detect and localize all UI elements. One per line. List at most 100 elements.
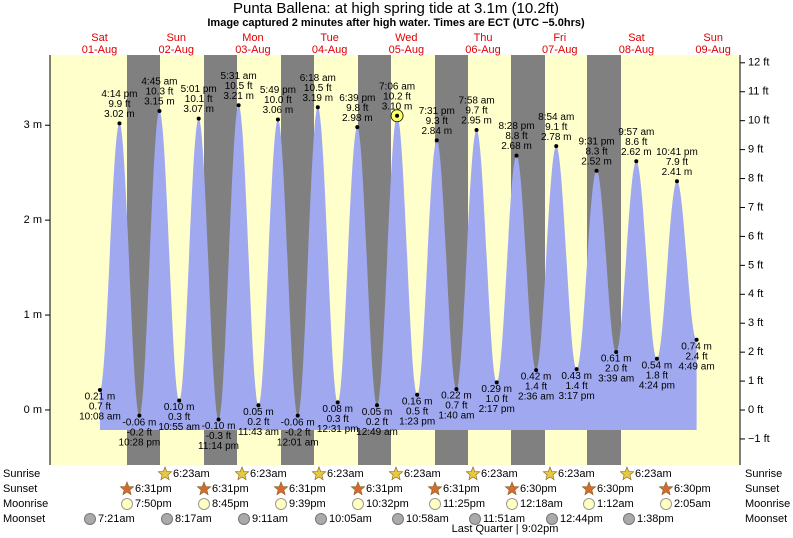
- tide-point: [295, 413, 300, 418]
- time-label: 9:31 pm: [578, 136, 614, 147]
- ft-label: -0.2 ft: [285, 427, 311, 438]
- row-time: 9:11am: [252, 513, 288, 525]
- date-label: 06-Aug: [465, 44, 500, 56]
- ft-label: 10.0 ft: [264, 95, 292, 106]
- sunset-icon: [581, 481, 597, 496]
- time-label: 5:31 am: [221, 71, 257, 82]
- time-label: 4:24 pm: [639, 380, 675, 391]
- y2-tick-label: 0 ft: [748, 404, 763, 416]
- row-time: 6:23am: [558, 468, 595, 480]
- moonset-icon: [623, 513, 635, 525]
- day-label: Tue: [320, 32, 339, 44]
- sunset-icon: [196, 481, 212, 496]
- ft-label: 1.8 ft: [646, 370, 668, 381]
- row-time: 8:45pm: [212, 498, 249, 510]
- time-label: 9:57 am: [618, 127, 654, 138]
- ft-label: 2.0 ft: [605, 364, 627, 375]
- row-label: Moonrise: [3, 498, 48, 510]
- value-label: 0.05 m: [243, 407, 274, 418]
- tide-point: [137, 413, 142, 418]
- day-label: Wed: [395, 32, 417, 44]
- row-time: 6:31pm: [212, 483, 249, 495]
- row-time: 6:31pm: [366, 483, 403, 495]
- value-label: 0.42 m: [521, 372, 552, 383]
- tide-point: [454, 387, 459, 392]
- row-label: Sunset: [3, 483, 37, 495]
- moonrise-icon: [275, 498, 287, 510]
- time-label: 11:14 pm: [198, 441, 239, 452]
- value-label: -0.10 m: [202, 421, 236, 432]
- tide-point: [275, 117, 280, 122]
- y2-tick-label: 7 ft: [748, 201, 763, 213]
- chart-title: Punta Ballena: at high spring tide at 3.…: [233, 0, 559, 17]
- value-label: 2.62 m: [621, 147, 652, 158]
- time-label: 10:41 pm: [656, 147, 698, 158]
- day-label: Thu: [474, 32, 493, 44]
- time-label: 7:58 am: [458, 96, 494, 107]
- row-time: 10:58am: [406, 513, 449, 525]
- value-label: 2.84 m: [421, 126, 452, 137]
- tide-point: [614, 350, 619, 355]
- tide-point: [355, 125, 360, 130]
- value-label: 0.54 m: [642, 360, 673, 371]
- ft-label: 7.9 ft: [666, 157, 688, 168]
- value-label: 0.05 m: [362, 407, 393, 418]
- time-label: 1:40 am: [438, 411, 474, 422]
- tide-point: [335, 400, 340, 405]
- row-label: Sunrise: [745, 468, 782, 480]
- value-label: 0.29 m: [481, 384, 512, 395]
- tide-point: [236, 103, 241, 108]
- sunset-icon: [504, 481, 520, 496]
- moonrise-icon: [583, 498, 595, 510]
- ft-label: 0.5 ft: [406, 406, 428, 417]
- y2-tick-label: 4 ft: [748, 288, 763, 300]
- tide-point: [474, 127, 479, 132]
- row-time: 1:12am: [597, 498, 634, 510]
- y-tick-label: 2 m: [24, 214, 42, 226]
- moonset-icon: [315, 513, 327, 525]
- ft-label: 10.1 ft: [185, 94, 213, 105]
- ft-label: 9.7 ft: [465, 106, 487, 117]
- day-label: Sat: [91, 32, 108, 44]
- value-label: 2.52 m: [581, 156, 612, 167]
- sunset-icon: [119, 481, 135, 496]
- y2-tick-label: −1 ft: [748, 433, 770, 445]
- row-time: 6:23am: [173, 468, 210, 480]
- y2-tick-label: 5 ft: [748, 259, 763, 271]
- ft-label: 1.0 ft: [486, 394, 508, 405]
- row-time: 6:30pm: [674, 483, 711, 495]
- day-label: Sun: [703, 32, 723, 44]
- y2-tick-label: 11 ft: [748, 86, 769, 98]
- ft-label: -0.2 ft: [127, 427, 153, 438]
- time-label: 8:28 pm: [498, 121, 534, 132]
- ft-label: 8.3 ft: [585, 146, 607, 157]
- ft-label: 0.7 ft: [89, 402, 111, 413]
- date-label: 01-Aug: [82, 44, 117, 56]
- row-time: 10:05am: [329, 513, 372, 525]
- value-label: 3.10 m: [382, 101, 413, 112]
- tide-point: [674, 179, 679, 184]
- ft-label: 8.8 ft: [505, 131, 527, 142]
- value-label: 2.68 m: [501, 141, 532, 152]
- date-label: 08-Aug: [619, 44, 654, 56]
- ft-label: 0.2 ft: [366, 417, 388, 428]
- ft-label: 0.3 ft: [168, 412, 190, 423]
- row-time: 6:23am: [481, 468, 518, 480]
- ft-label: 10.2 ft: [383, 91, 411, 102]
- row-time: 6:31pm: [443, 483, 480, 495]
- moonrise-icon: [352, 498, 364, 510]
- time-label: 4:45 am: [141, 77, 177, 88]
- time-label: 5:49 pm: [260, 85, 296, 96]
- value-label: 0.61 m: [601, 354, 632, 365]
- tide-point: [216, 417, 221, 422]
- row-time: 6:23am: [635, 468, 672, 480]
- row-time: 7:21am: [98, 513, 135, 525]
- moonset-icon: [392, 513, 404, 525]
- tide-point: [514, 153, 519, 158]
- y2-tick-label: 8 ft: [748, 172, 763, 184]
- y2-tick-label: 12 ft: [748, 57, 769, 69]
- time-label: 5:01 pm: [181, 84, 217, 95]
- time-label: 10:08 am: [79, 412, 121, 423]
- time-label: 3:39 am: [598, 374, 634, 385]
